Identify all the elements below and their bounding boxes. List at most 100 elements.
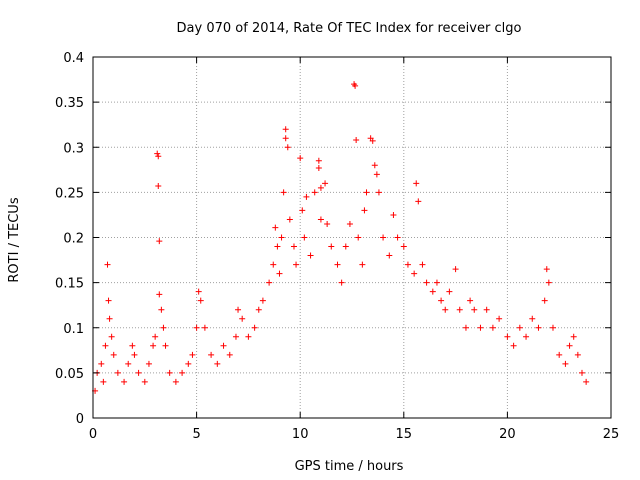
data-point	[363, 189, 370, 196]
axes	[92, 56, 612, 419]
data-point	[154, 150, 161, 157]
data-point	[583, 378, 590, 385]
data-point	[286, 216, 293, 223]
data-point	[255, 306, 262, 313]
data-point	[373, 171, 380, 178]
data-point	[467, 297, 474, 304]
data-point	[496, 315, 503, 322]
data-point	[232, 333, 239, 340]
y-tick-label: 0.05	[55, 367, 84, 382]
data-point	[394, 234, 401, 241]
data-point	[328, 243, 335, 250]
data-point	[541, 297, 548, 304]
data-point	[438, 297, 445, 304]
y-tick-label: 0	[76, 412, 84, 427]
data-point	[125, 360, 132, 367]
y-tick-label: 0.3	[63, 141, 84, 156]
data-point	[185, 360, 192, 367]
data-point	[104, 261, 111, 268]
data-point	[301, 234, 308, 241]
data-point	[131, 351, 138, 358]
data-point	[549, 324, 556, 331]
data-point	[195, 288, 202, 295]
data-point	[162, 342, 169, 349]
data-point	[259, 297, 266, 304]
data-point	[282, 126, 289, 133]
x-tick-label: 10	[292, 427, 309, 442]
data-point	[338, 279, 345, 286]
data-point	[193, 324, 200, 331]
data-point	[556, 351, 563, 358]
data-point	[214, 360, 221, 367]
data-point	[317, 216, 324, 223]
data-point	[452, 266, 459, 273]
data-point	[529, 315, 536, 322]
data-point	[280, 189, 287, 196]
data-point	[141, 378, 148, 385]
data-point	[543, 266, 550, 273]
data-point	[307, 252, 314, 259]
data-point	[361, 207, 368, 214]
chart-title: Day 070 of 2014, Rate Of TEC Index for r…	[177, 21, 522, 36]
y-tick-label: 0.1	[63, 322, 84, 337]
tick-labels: 0 5 10 15 20 25 0 0.05 0.1 0.15 0.2 0.25 0.3 0.35 0.4	[55, 51, 619, 442]
x-tick-label: 15	[396, 427, 413, 442]
data-point	[315, 157, 322, 164]
y-tick-label: 0.25	[55, 186, 84, 201]
data-point	[429, 288, 436, 295]
data-point	[226, 351, 233, 358]
data-point	[98, 360, 105, 367]
data-point	[152, 333, 159, 340]
data-point	[121, 378, 128, 385]
data-point	[355, 234, 362, 241]
data-point	[375, 189, 382, 196]
data-point	[322, 180, 329, 187]
y-tick-label: 0.35	[55, 96, 84, 111]
data-point	[158, 306, 165, 313]
data-point	[535, 324, 542, 331]
data-point	[145, 360, 152, 367]
data-point	[352, 82, 359, 89]
data-point	[446, 288, 453, 295]
x-tick-label: 25	[603, 427, 620, 442]
data-point	[156, 291, 163, 298]
data-point	[105, 297, 112, 304]
data-point	[380, 234, 387, 241]
data-point	[433, 279, 440, 286]
data-point	[276, 270, 283, 277]
data-point	[290, 243, 297, 250]
data-point	[566, 342, 573, 349]
data-point	[110, 351, 117, 358]
data-point	[456, 306, 463, 313]
data-point	[284, 144, 291, 151]
data-point	[369, 137, 376, 144]
data-point	[299, 207, 306, 214]
x-tick-label: 0	[89, 427, 97, 442]
data-point	[220, 342, 227, 349]
data-point	[574, 351, 581, 358]
data-point	[404, 261, 411, 268]
data-point	[155, 183, 162, 190]
data-point	[235, 306, 242, 313]
y-axis-label: ROTI / TECUs	[7, 197, 22, 282]
data-point	[390, 211, 397, 218]
y-tick-label: 0.4	[63, 51, 84, 66]
data-point	[371, 162, 378, 169]
data-point	[293, 261, 300, 268]
data-point	[334, 261, 341, 268]
data-point	[562, 360, 569, 367]
data-point	[359, 261, 366, 268]
data-point	[201, 324, 208, 331]
data-point	[400, 243, 407, 250]
data-point	[462, 324, 469, 331]
data-point	[510, 342, 517, 349]
data-point	[155, 153, 162, 160]
data-point	[489, 324, 496, 331]
data-point	[303, 193, 310, 200]
data-point	[578, 369, 585, 376]
y-tick-label: 0.15	[55, 277, 84, 292]
data-point	[282, 135, 289, 142]
data-point	[413, 180, 420, 187]
